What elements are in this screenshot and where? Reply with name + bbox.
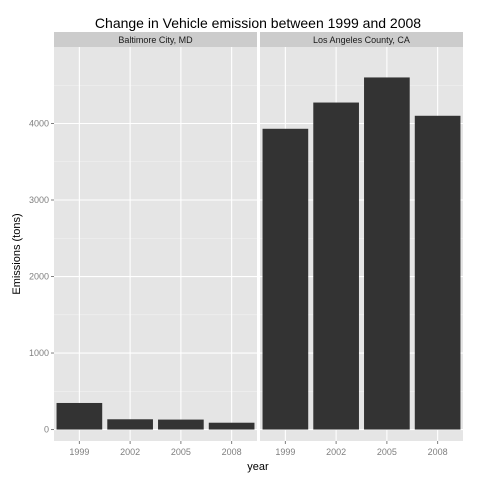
x-tick-label: 2002	[120, 447, 140, 457]
x-tick-label: 2002	[326, 447, 346, 457]
x-tick-label: 2008	[222, 447, 242, 457]
x-tick-label: 1999	[69, 447, 89, 457]
y-tick-label: 0	[44, 425, 49, 435]
bar	[313, 102, 359, 430]
x-tick-label: 2008	[428, 447, 448, 457]
panel-background	[54, 47, 257, 441]
y-axis: 0 1000 2000 3000 4000	[29, 119, 54, 435]
facet-strip	[54, 32, 257, 47]
facet-strip-label: Baltimore City, MD	[118, 35, 193, 45]
y-tick-label: 4000	[29, 119, 49, 129]
x-tick-label: 2005	[171, 447, 191, 457]
y-tick-label: 1000	[29, 348, 49, 358]
bar	[364, 77, 410, 430]
x-axis-title: year	[247, 461, 269, 473]
y-tick-label: 3000	[29, 195, 49, 205]
facet-strip-label: Los Angeles County, CA	[313, 35, 410, 45]
facet-strip	[260, 32, 463, 47]
x-tick-label: 2005	[377, 447, 397, 457]
chart-title: Change in Vehicle emission between 1999 …	[95, 15, 421, 31]
facet-panel: Los Angeles County, CA 1999 2002 2005 2008	[260, 32, 463, 457]
bar	[208, 422, 255, 430]
bar	[262, 128, 309, 430]
bar	[107, 419, 153, 430]
bar	[56, 402, 103, 430]
x-tick-label: 1999	[275, 447, 295, 457]
bar	[158, 419, 204, 430]
bar	[414, 115, 461, 430]
facet-panel: Baltimore City, MD 1999 2002 2005 2008	[54, 32, 257, 457]
y-axis-title: Emissions (tons)	[11, 213, 23, 294]
y-tick-label: 2000	[29, 272, 49, 282]
